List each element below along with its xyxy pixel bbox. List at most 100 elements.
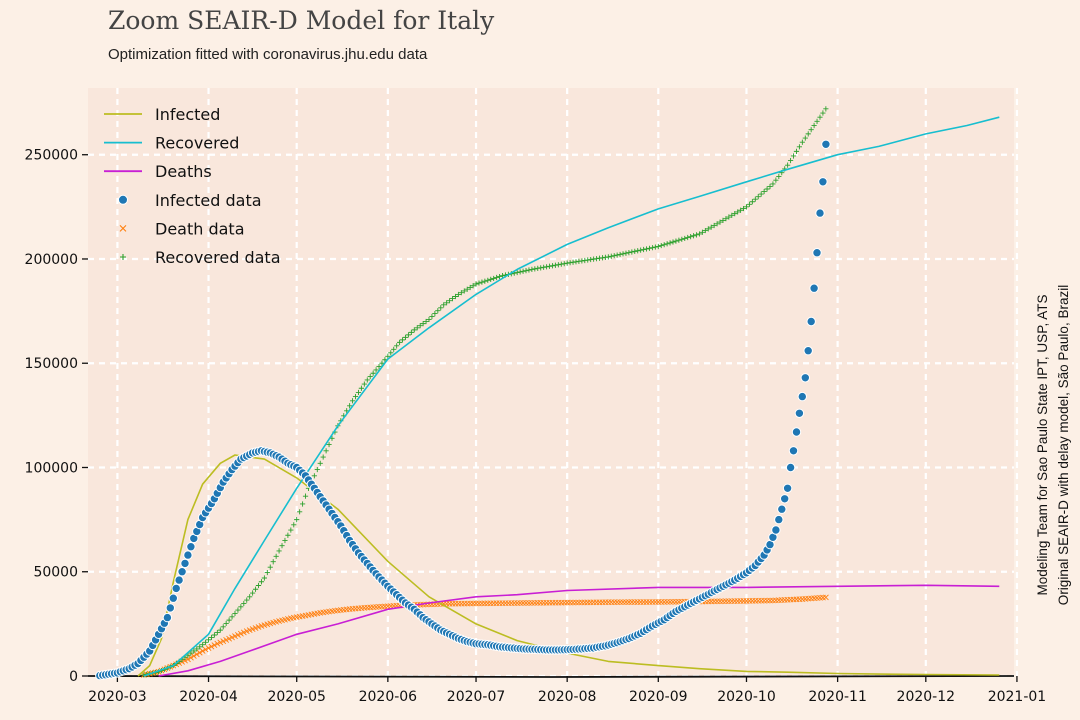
point-death-data (822, 594, 829, 601)
point-recovered-data (279, 543, 285, 549)
point-infected-data (183, 550, 193, 560)
point-recovered-data (200, 642, 206, 648)
point-recovered-data (555, 262, 561, 268)
point-recovered-data (449, 295, 456, 302)
point-recovered-data (297, 509, 303, 515)
point-recovered-data (317, 460, 323, 466)
point-recovered-data (714, 221, 720, 227)
point-recovered-data (758, 191, 764, 197)
point-recovered-data (664, 241, 670, 247)
x-tick-label: 2020-12 (897, 689, 956, 705)
legend-item-recovered-data: Recovered data (120, 248, 281, 267)
point-recovered-data (764, 186, 770, 192)
point-infected-data (797, 391, 807, 402)
axes: 2020-03 2020-04 2020-05 2020-06 2020-07 2020-… (25, 148, 1047, 705)
point-recovered-data (679, 236, 685, 242)
legend-label: Recovered (155, 134, 239, 153)
point-recovered-data (264, 569, 270, 576)
point-recovered-data (623, 250, 629, 256)
point-infected-data (168, 593, 179, 603)
point-recovered-data (785, 162, 791, 168)
point-recovered-data (282, 537, 288, 544)
series-layer (95, 106, 1000, 681)
point-recovered-data (740, 205, 747, 212)
point-recovered-data (723, 216, 729, 222)
point-recovered-data (273, 553, 279, 559)
point-recovered-data (267, 564, 273, 570)
point-recovered-data (444, 300, 450, 306)
point-recovered-data (532, 266, 538, 272)
y-tick-label: 0 (69, 669, 78, 685)
point-recovered-data (673, 238, 679, 244)
point-recovered-data (796, 144, 803, 150)
point-death-data (214, 640, 221, 647)
point-recovered-data (699, 229, 705, 235)
point-recovered-data (355, 389, 362, 396)
point-recovered-data (682, 235, 688, 242)
point-infected-data (818, 177, 828, 187)
point-infected-data (794, 408, 805, 418)
point-recovered-data (729, 212, 735, 218)
series-line-recovered (143, 116, 1000, 677)
point-recovered-data (299, 501, 306, 507)
point-death-data (187, 654, 194, 661)
point-recovered-data (732, 211, 738, 217)
point-recovered-data (226, 617, 232, 623)
point-recovered-data (755, 194, 761, 200)
legend-label: Recovered data (155, 248, 281, 267)
point-recovered-data (370, 370, 376, 376)
point-recovered-data (426, 316, 432, 323)
point-recovered-data (491, 275, 497, 282)
point-recovered-data (643, 246, 650, 252)
point-recovered-data (523, 268, 529, 274)
point-recovered-data (494, 274, 500, 281)
point-death-data (237, 630, 244, 637)
point-recovered-data (311, 473, 317, 479)
legend-item-death-data: Death data (119, 219, 245, 238)
point-recovered-data (385, 353, 391, 359)
point-recovered-data (479, 279, 485, 285)
point-recovered-data (220, 624, 226, 630)
point-death-data (196, 649, 203, 656)
point-infected-data (177, 567, 187, 577)
point-recovered-data (770, 181, 776, 187)
point-recovered-data (411, 327, 417, 333)
point-recovered-data (546, 263, 553, 269)
point-infected-data (800, 373, 810, 383)
point-recovered-data (761, 188, 767, 195)
point-recovered-data (543, 264, 550, 270)
point-recovered-data (685, 234, 691, 241)
point-infected-data (782, 483, 793, 493)
point-recovered-data (402, 334, 409, 340)
point-death-data (217, 639, 224, 646)
legend-swatch (118, 194, 128, 205)
x-tick-label: 2020-09 (629, 689, 688, 705)
point-death-data (220, 638, 227, 645)
point-recovered-data (549, 263, 556, 269)
point-recovered-data (194, 646, 200, 652)
point-recovered-data (488, 276, 494, 282)
point-death-data (229, 634, 235, 641)
point-death-data (226, 635, 233, 642)
point-recovered-data (367, 373, 373, 380)
point-recovered-data (373, 367, 379, 373)
point-infected-data (186, 542, 196, 552)
point-recovered-data (793, 148, 800, 154)
point-recovered-data (191, 648, 197, 654)
point-recovered-data (394, 343, 400, 349)
point-recovered-data (408, 329, 414, 335)
legend-swatch (120, 254, 126, 260)
point-recovered-data (641, 246, 647, 253)
point-recovered-data (529, 266, 535, 273)
point-recovered-data (776, 173, 782, 180)
point-recovered-data (717, 219, 723, 225)
point-recovered-data (214, 629, 220, 636)
series-deaths (158, 584, 1000, 677)
point-recovered-data (514, 269, 520, 276)
point-infected-data (174, 575, 184, 585)
point-recovered-data (496, 273, 503, 280)
point-recovered-data (314, 466, 320, 473)
point-recovered-data (823, 106, 829, 112)
point-recovered-data (790, 153, 797, 159)
